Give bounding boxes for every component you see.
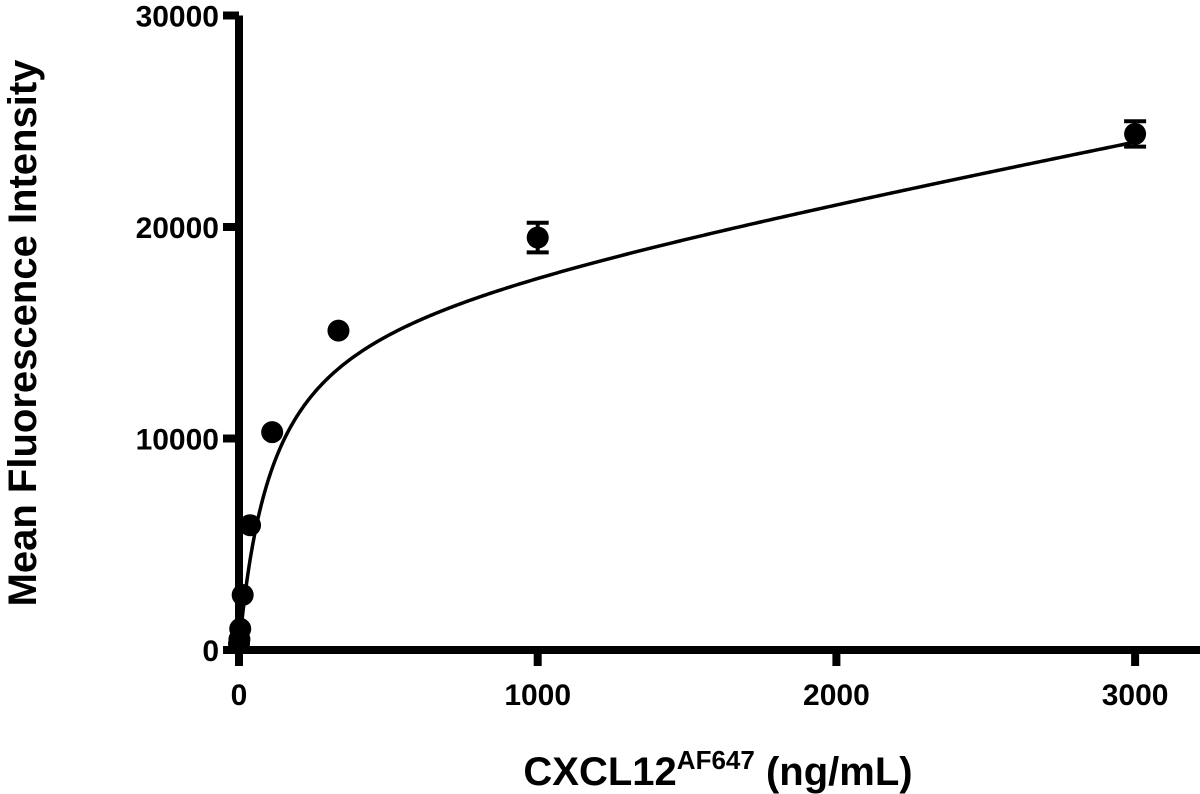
data-point	[327, 319, 350, 342]
x-axis-title-unit: (ng/mL)	[755, 750, 913, 794]
data-points-layer	[228, 119, 1147, 655]
y-tick-label: 0	[202, 635, 219, 668]
x-tick-label: 0	[231, 679, 248, 712]
y-tick-label: 30000	[136, 1, 219, 34]
data-point	[1124, 122, 1147, 145]
data-point	[239, 514, 262, 537]
tick-labels: 0 10000 20000 30000 0 1000 2000 3000	[136, 1, 1169, 713]
x-tick-label: 3000	[1102, 679, 1169, 712]
data-point	[526, 226, 549, 249]
x-axis-title: CXCL12AF647 (ng/mL)	[523, 745, 912, 794]
data-point	[261, 421, 284, 444]
fit-curve-layer	[237, 140, 1136, 651]
x-axis-title-main: CXCL12	[523, 750, 676, 794]
axes	[223, 11, 1200, 666]
x-tick-label: 1000	[504, 679, 571, 712]
x-axis-title-superscript: AF647	[677, 745, 755, 775]
x-tick-label: 2000	[803, 679, 870, 712]
fit-curve	[237, 140, 1136, 651]
y-tick-label: 10000	[136, 424, 219, 457]
y-axis-title: Mean Fluorescence Intensity	[1, 59, 45, 607]
y-tick-label: 20000	[136, 212, 219, 245]
